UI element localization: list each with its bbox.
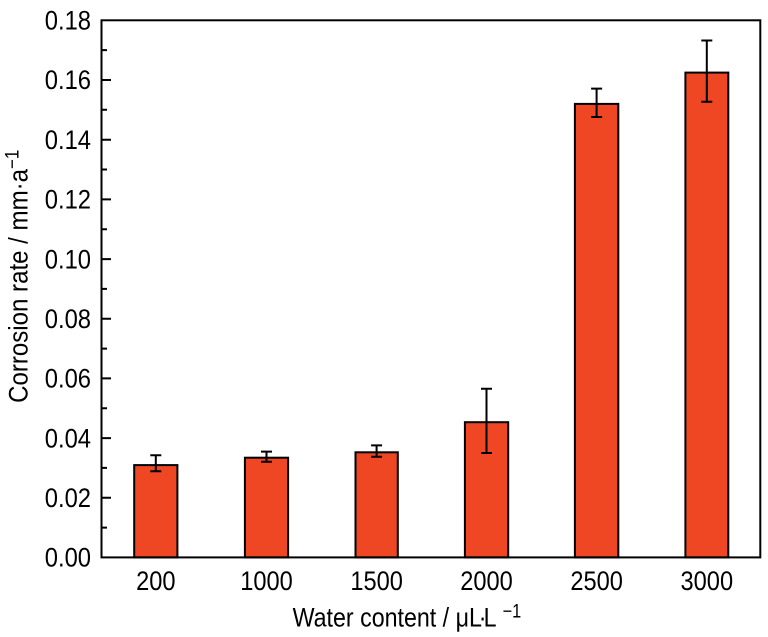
svg-text:3000: 3000 bbox=[681, 566, 734, 596]
svg-text:0.08: 0.08 bbox=[45, 305, 91, 335]
svg-text:200: 200 bbox=[136, 566, 175, 596]
svg-text:0.18: 0.18 bbox=[45, 6, 91, 36]
svg-text:0.14: 0.14 bbox=[45, 126, 91, 156]
svg-text:2500: 2500 bbox=[570, 566, 623, 596]
svg-text:0.04: 0.04 bbox=[45, 424, 91, 454]
svg-text:0.06: 0.06 bbox=[45, 364, 91, 394]
svg-text:0.16: 0.16 bbox=[45, 66, 91, 96]
svg-text:0.12: 0.12 bbox=[45, 185, 91, 215]
svg-text:2000: 2000 bbox=[460, 566, 513, 596]
svg-text:1500: 1500 bbox=[350, 566, 403, 596]
svg-text:Corrosion rate / mm·a−1: Corrosion rate / mm·a−1 bbox=[2, 150, 34, 403]
svg-text:0.02: 0.02 bbox=[45, 484, 91, 514]
svg-text:0.10: 0.10 bbox=[45, 245, 91, 275]
svg-text:Water content / μL·L−1: Water content / μL·L −1 bbox=[293, 600, 522, 633]
svg-text:1000: 1000 bbox=[240, 566, 293, 596]
svg-text:0.00: 0.00 bbox=[45, 543, 91, 573]
